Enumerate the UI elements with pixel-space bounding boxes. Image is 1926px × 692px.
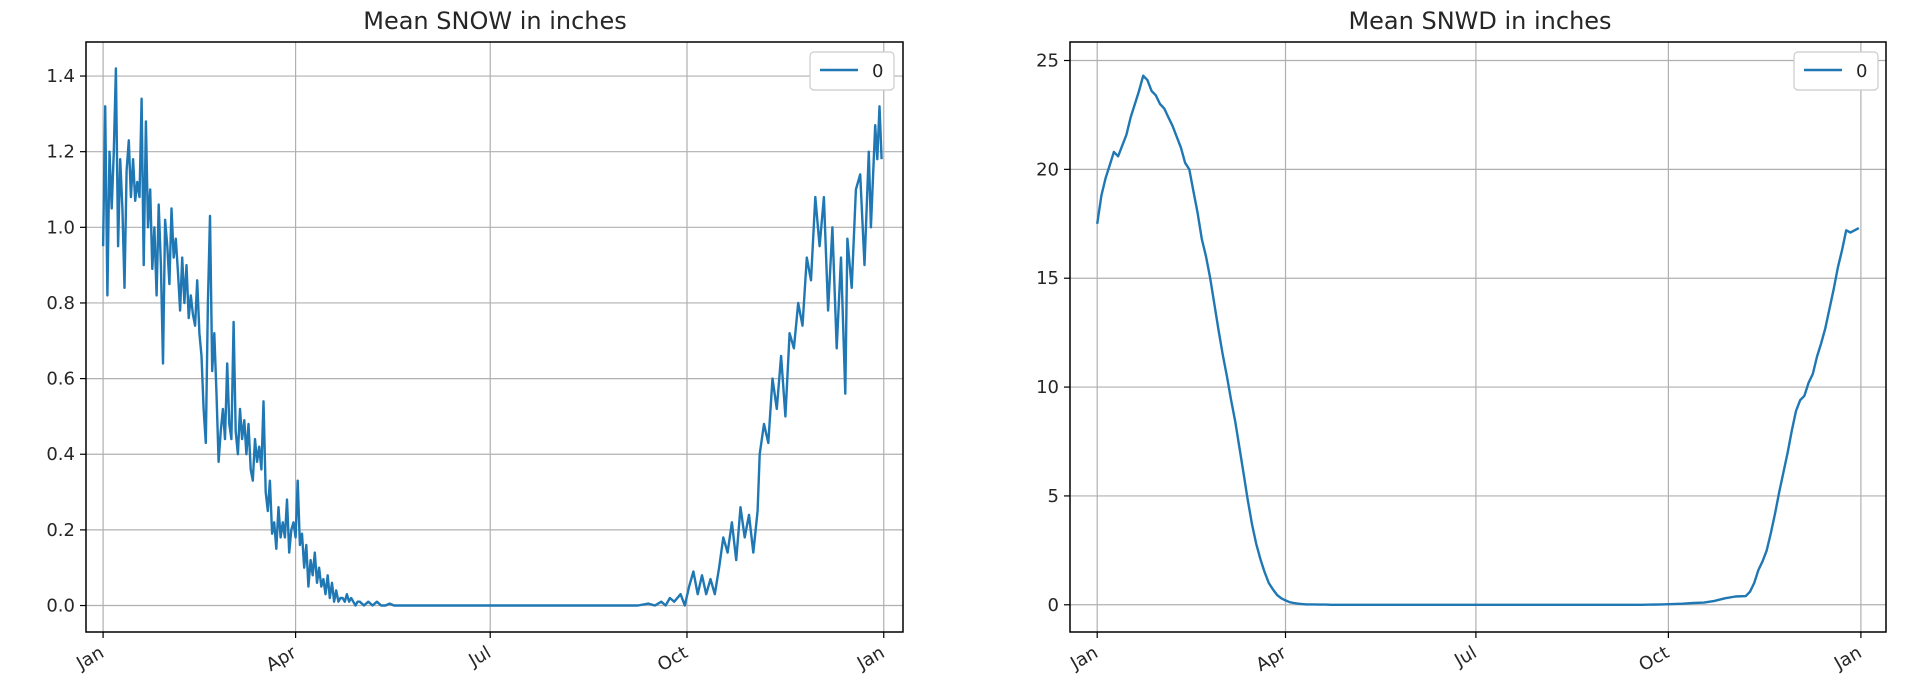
chart-snwd: Mean SNWD in inches 0 5 10 15 20 25 Jan Apr Jul… <box>1036 7 1887 676</box>
x-tick-label: Apr <box>263 642 301 676</box>
y-tick-label: 25 <box>1036 51 1059 72</box>
axes-frame-snow <box>85 41 904 633</box>
line-snwd <box>1096 74 1860 606</box>
y-tick-label: 10 <box>1036 377 1059 398</box>
y-tick-label: 1.4 <box>46 66 75 87</box>
x-tick-label: Jul <box>465 642 495 672</box>
y-tick-label: 5 <box>1048 486 1059 507</box>
chart-title-snwd: Mean SNWD in inches <box>1348 7 1611 35</box>
y-tick-label: 0.4 <box>46 444 75 465</box>
series-line-snow <box>101 67 883 607</box>
x-tick-label: Jul <box>1450 642 1480 672</box>
legend-snwd: 0 <box>1793 51 1879 91</box>
y-axis-snwd: 0 5 10 15 20 25 <box>1036 51 1070 616</box>
x-tick-label: Jan <box>853 642 888 675</box>
y-tick-label: 20 <box>1036 159 1059 180</box>
line-snow <box>101 67 883 607</box>
y-tick-label: 0.6 <box>46 369 75 390</box>
chart-title-snow: Mean SNOW in inches <box>363 7 627 35</box>
y-tick-label: 1.0 <box>46 217 75 238</box>
x-tick-label: Oct <box>654 642 691 676</box>
y-tick-label: 0.2 <box>46 520 75 541</box>
x-axis-snow: Jan Apr Jul Oct Jan <box>72 632 888 676</box>
x-tick-label: Jan <box>1066 642 1101 675</box>
y-tick-label: 0 <box>1048 595 1059 616</box>
x-tick-label: Jan <box>72 642 107 675</box>
legend-label-snwd: 0 <box>1856 61 1867 82</box>
grid-snow <box>86 42 903 632</box>
legend-label-snow: 0 <box>872 61 883 82</box>
y-axis-snow: 0.0 0.2 0.4 0.6 0.8 1.0 1.2 1.4 <box>46 66 86 617</box>
y-tick-label: 1.2 <box>46 142 75 163</box>
x-axis-snwd: Jan Apr Jul Oct Jan <box>1066 632 1865 676</box>
x-tick-label: Jan <box>1830 642 1865 675</box>
y-tick-label: 0.0 <box>46 596 75 617</box>
x-tick-label: Oct <box>1635 642 1672 676</box>
y-tick-label: 15 <box>1036 268 1059 289</box>
grid-snwd <box>1070 42 1886 632</box>
legend-snow: 0 <box>809 51 895 91</box>
x-tick-label: Apr <box>1253 642 1291 676</box>
y-tick-label: 0.8 <box>46 293 75 314</box>
series-line-snwd <box>1096 74 1860 606</box>
chart-snow: Mean SNOW in inches 0.0 0.2 0.4 0.6 0.8 1.0 1.… <box>46 7 904 676</box>
axes-frame-snwd <box>1069 41 1887 633</box>
